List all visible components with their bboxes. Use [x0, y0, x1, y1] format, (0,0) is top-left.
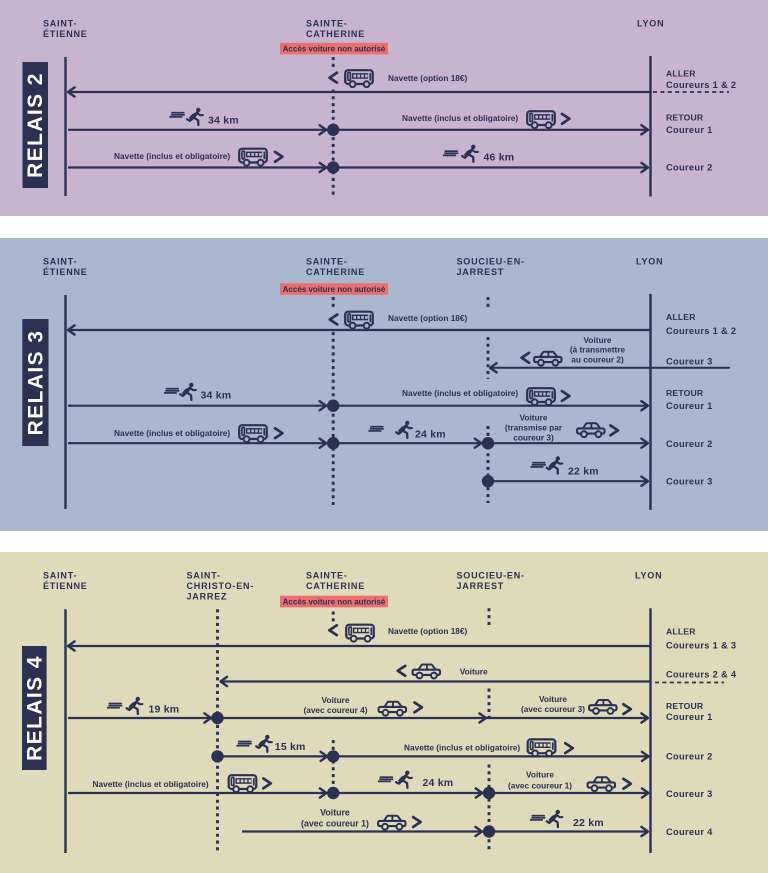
svg-text:Navette (inclus et obligatoire: Navette (inclus et obligatoire)	[114, 428, 230, 438]
svg-text:CATHERINE: CATHERINE	[306, 581, 365, 591]
svg-text:(avec coureur 4): (avec coureur 4)	[303, 705, 367, 715]
svg-text:SAINTE-: SAINTE-	[306, 257, 348, 267]
svg-text:Navette (option 18€): Navette (option 18€)	[388, 73, 468, 83]
svg-text:Coureurs 2 & 4: Coureurs 2 & 4	[666, 670, 737, 680]
svg-text:RETOUR: RETOUR	[666, 113, 704, 123]
svg-text:Navette (inclus et obligatoire: Navette (inclus et obligatoire)	[93, 779, 209, 789]
svg-text:Voiture: Voiture	[320, 808, 350, 818]
svg-text:(avec coureur 3): (avec coureur 3)	[521, 704, 585, 714]
svg-text:Voiture: Voiture	[539, 694, 567, 704]
svg-text:RELAIS 3: RELAIS 3	[24, 330, 47, 436]
svg-text:Voiture: Voiture	[526, 769, 554, 779]
svg-text:(à transmettre: (à transmettre	[570, 345, 626, 355]
svg-text:Navette (inclus et obligatoire: Navette (inclus et obligatoire)	[402, 388, 518, 398]
svg-text:Voiture: Voiture	[322, 695, 350, 705]
svg-text:CATHERINE: CATHERINE	[306, 267, 365, 277]
svg-text:24 km: 24 km	[423, 777, 454, 789]
svg-text:RETOUR: RETOUR	[666, 388, 704, 398]
svg-text:Navette (inclus et obligatoire: Navette (inclus et obligatoire)	[114, 151, 230, 161]
svg-text:SAINTE-: SAINTE-	[306, 571, 348, 581]
svg-text:15 km: 15 km	[275, 741, 306, 753]
svg-text:RELAIS 4: RELAIS 4	[23, 655, 46, 761]
svg-text:(avec coureur 1): (avec coureur 1)	[508, 781, 572, 791]
svg-text:46 km: 46 km	[484, 152, 515, 164]
svg-text:(avec coureur 1): (avec coureur 1)	[301, 819, 369, 829]
svg-text:Accès voiture non autorisé: Accès voiture non autorisé	[283, 598, 386, 607]
svg-text:22 km: 22 km	[568, 466, 599, 478]
svg-text:Accès voiture non autorisé: Accès voiture non autorisé	[283, 285, 386, 294]
svg-text:Navette (inclus et obligatoire: Navette (inclus et obligatoire)	[404, 742, 520, 752]
svg-text:Coureurs 1 & 2: Coureurs 1 & 2	[666, 326, 736, 336]
svg-text:Coureur 2: Coureur 2	[666, 439, 713, 449]
svg-text:LYON: LYON	[637, 18, 664, 28]
svg-text:ÉTIENNE: ÉTIENNE	[43, 29, 88, 39]
svg-text:JARREZ: JARREZ	[187, 592, 228, 602]
svg-text:Coureurs 1 & 2: Coureurs 1 & 2	[666, 80, 736, 90]
svg-text:ÉTIENNE: ÉTIENNE	[43, 267, 88, 277]
svg-text:Coureur 3: Coureur 3	[666, 477, 713, 487]
svg-text:au coureur 2): au coureur 2)	[571, 354, 624, 364]
svg-text:19 km: 19 km	[149, 703, 180, 715]
svg-text:SAINTE-: SAINTE-	[306, 18, 348, 28]
svg-text:Coureur 3: Coureur 3	[666, 789, 713, 799]
svg-text:Coureurs 1 & 3: Coureurs 1 & 3	[666, 641, 736, 651]
svg-text:CHRISTO-EN-: CHRISTO-EN-	[187, 581, 255, 591]
svg-text:Navette (option 18€): Navette (option 18€)	[388, 626, 468, 636]
svg-text:RETOUR: RETOUR	[666, 701, 704, 711]
svg-text:Coureur 2: Coureur 2	[666, 163, 713, 173]
svg-text:SAINT-: SAINT-	[187, 571, 221, 581]
svg-text:LYON: LYON	[636, 257, 663, 267]
svg-text:Voiture: Voiture	[520, 413, 548, 423]
svg-text:JARREST: JARREST	[457, 581, 505, 591]
svg-text:Voiture: Voiture	[460, 667, 488, 677]
svg-text:ALLER: ALLER	[666, 69, 696, 79]
svg-text:Navette (inclus et obligatoire: Navette (inclus et obligatoire)	[402, 113, 518, 123]
svg-text:ALLER: ALLER	[666, 312, 696, 322]
svg-text:Coureur 3: Coureur 3	[666, 357, 713, 367]
svg-text:34 km: 34 km	[201, 390, 232, 402]
svg-text:Voiture: Voiture	[584, 335, 612, 345]
svg-text:ALLER: ALLER	[666, 627, 696, 637]
svg-text:Coureur 2: Coureur 2	[666, 751, 713, 761]
svg-text:Coureur 4: Coureur 4	[666, 827, 713, 837]
svg-text:(transmise par: (transmise par	[505, 423, 563, 433]
svg-text:LYON: LYON	[635, 571, 662, 581]
svg-text:ÉTIENNE: ÉTIENNE	[43, 581, 88, 591]
svg-text:Coureur 1: Coureur 1	[666, 125, 713, 135]
svg-text:SAINT-: SAINT-	[43, 571, 77, 581]
svg-text:Accès voiture non autorisé: Accès voiture non autorisé	[283, 45, 386, 54]
svg-text:CATHERINE: CATHERINE	[306, 29, 365, 39]
svg-text:24 km: 24 km	[415, 428, 446, 440]
svg-text:coureur 3): coureur 3)	[513, 432, 554, 442]
svg-text:SAINT-: SAINT-	[43, 257, 77, 267]
svg-text:SAINT-: SAINT-	[43, 18, 77, 28]
svg-text:22 km: 22 km	[573, 817, 604, 829]
svg-text:Coureur 1: Coureur 1	[666, 401, 713, 411]
svg-text:RELAIS 2: RELAIS 2	[24, 72, 47, 178]
svg-text:34 km: 34 km	[208, 115, 239, 127]
svg-text:Navette (option 18€): Navette (option 18€)	[388, 313, 468, 323]
svg-text:SOUCIEU-EN-: SOUCIEU-EN-	[457, 257, 525, 267]
svg-text:Coureur 1: Coureur 1	[666, 712, 713, 722]
svg-text:SOUCIEU-EN-: SOUCIEU-EN-	[457, 571, 525, 581]
svg-text:JARREST: JARREST	[457, 267, 505, 277]
